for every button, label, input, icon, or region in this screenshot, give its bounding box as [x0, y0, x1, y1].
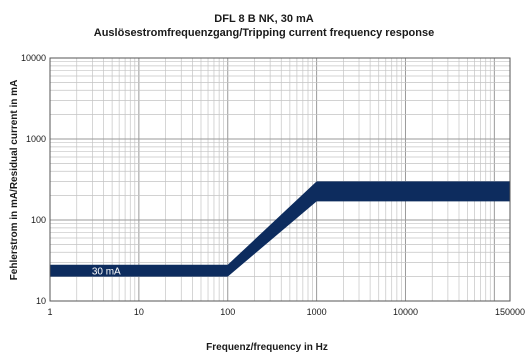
data-band: 30 mA	[50, 181, 510, 278]
y-tick-label: 1000	[26, 134, 46, 144]
x-tick-label: 10	[134, 307, 144, 317]
tripping-band	[50, 181, 510, 277]
y-tick-label: 100	[31, 215, 46, 225]
plot-frame	[49, 57, 511, 302]
grid	[49, 57, 510, 302]
y-tick-label: 10000	[21, 53, 46, 63]
chart-title: DFL 8 B NK, 30 mA	[214, 13, 314, 25]
x-axis-label: Frequenz/frequency in Hz	[206, 342, 328, 353]
x-tick-label: 10000	[393, 307, 418, 317]
band-label: 30 mA	[92, 267, 121, 278]
y-axis-label: Fehlerstrom in mA/Residual current in mA	[9, 80, 20, 281]
x-tick-label: 150000	[495, 307, 525, 317]
chart-subtitle: Auslösestromfrequenzgang/Tripping curren…	[93, 27, 435, 39]
y-tick-label: 10	[36, 296, 46, 306]
x-tick-label: 1	[47, 307, 52, 317]
x-tick-label: 100	[220, 307, 235, 317]
x-tick-label: 1000	[307, 307, 327, 317]
